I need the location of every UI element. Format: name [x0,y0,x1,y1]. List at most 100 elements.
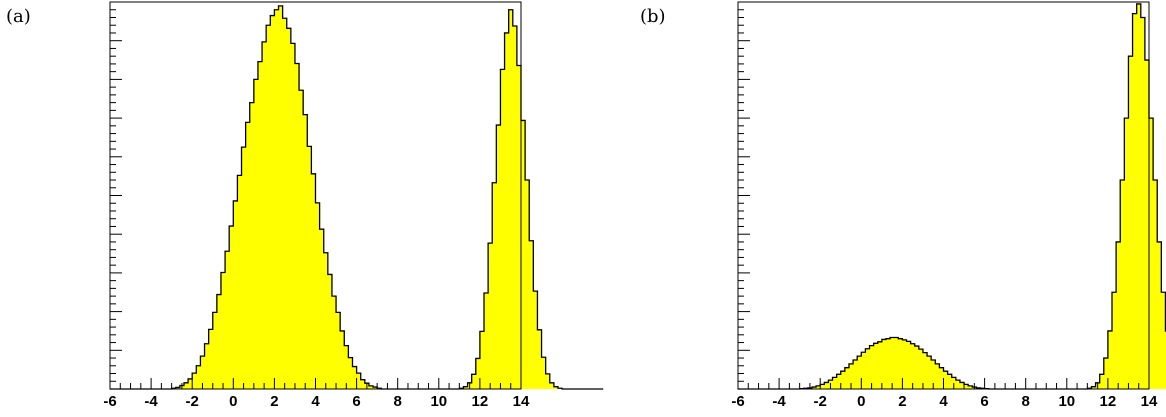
histogram-bin-a-44 [290,43,296,389]
x-tick-label-b-1: -4 [772,393,786,410]
histogram-bin-a-55 [336,312,341,389]
histogram-bin-b-45 [922,352,928,389]
histogram-bin-a-39 [270,15,275,390]
histogram-bin-a-40 [274,9,279,390]
histogram-bin-a-97 [508,9,514,390]
histogram-bin-a-105 [541,357,547,389]
x-tick-label-b-4: 2 [898,393,906,410]
histogram-bin-a-86 [463,386,468,389]
histogram-bin-a-92 [488,243,493,389]
histogram-outline-b [738,3,1166,390]
histogram-panel-b: (b) -6 -4 -2 0 2 4 6 8 10 12 14 [640,1,1166,410]
histogram-bin-a-56 [340,330,345,389]
histogram-bin-b-23 [832,377,838,389]
histogram-bin-b-21 [824,382,829,389]
histogram-bin-a-38 [266,25,271,389]
x-tick-label-b-0: -6 [731,393,744,410]
histogram-bin-a-43 [286,28,292,389]
histogram-bin-a-94 [496,125,501,389]
histogram-bin-b-42 [910,343,916,389]
histogram-bin-b-101 [1153,180,1158,389]
x-tick-label-a-7: 8 [394,393,402,410]
histogram-bin-a-102 [529,240,534,389]
histogram-bin-a-90 [479,331,485,389]
histogram-bin-b-28 [853,359,858,389]
plot-frame-b [737,1,1150,390]
histogram-bin-b-53 [955,380,961,389]
histogram-bin-a-63 [368,385,374,389]
histogram-bin-a-29 [229,226,234,389]
x-tick-label-b-8: 10 [1058,393,1075,410]
histogram-bin-a-107 [549,382,555,389]
histogram-bin-a-28 [225,251,230,389]
x-tick-label-b-3: 0 [857,393,865,410]
histogram-outline-a [110,5,604,390]
histogram-bin-a-64 [373,387,378,389]
histogram-bin-a-95 [500,69,505,389]
histogram-bin-b-29 [857,356,862,389]
histogram-bin-a-42 [282,18,288,389]
histogram-bin-b-56 [968,385,973,389]
histogram-bin-a-34 [249,102,255,390]
histogram-bin-a-54 [331,296,337,389]
histogram-bin-a-36 [257,61,263,389]
histogram-bin-a-91 [484,293,489,389]
x-tick-label-a-1: -4 [144,393,158,410]
histogram-bin-a-23 [204,343,210,389]
x-tick-label-b-5: 4 [939,393,948,410]
histogram-bin-a-41 [278,5,284,390]
histogram-bin-a-33 [245,122,251,390]
histogram-bin-a-61 [360,379,366,389]
histogram-bin-b-41 [906,341,912,389]
histogram-bin-a-93 [492,182,497,389]
histogram-bin-b-99 [1144,60,1150,390]
histogram-bin-b-103 [1161,292,1166,389]
histogram-bin-a-21 [196,365,201,389]
histogram-bin-b-31 [865,348,870,389]
x-tick-label-a-0: -6 [103,393,116,410]
histogram-bin-b-90 [1107,330,1113,389]
histogram-bin-b-36 [885,338,891,389]
histogram-bin-a-59 [352,366,357,389]
histogram-bin-b-25 [840,371,846,389]
histogram-bin-a-108 [553,386,559,389]
histogram-bin-b-43 [914,346,920,389]
histogram-bin-a-20 [192,373,197,389]
x-tick-label-b-9: 12 [1100,393,1117,410]
histogram-bin-b-89 [1103,358,1109,389]
histogram-bin-a-106 [545,373,551,389]
histogram-bin-b-91 [1112,292,1117,389]
x-tick-label-a-3: 0 [229,393,237,410]
histogram-bin-a-32 [241,147,247,390]
histogram-bin-a-24 [208,329,214,389]
histogram-bin-b-96 [1132,13,1138,390]
histogram-bin-a-99 [516,65,522,389]
histogram-bin-b-40 [902,339,907,389]
histogram-bin-b-51 [947,374,953,389]
histogram-bin-b-37 [890,337,895,389]
histogram-bin-b-44 [918,349,924,389]
x-tick-label-a-8: 10 [430,393,447,410]
histogram-bin-a-104 [537,329,542,389]
x-tick-label-a-5: 4 [311,393,320,410]
histogram-bin-b-27 [848,363,854,389]
histogram-bin-b-30 [861,352,866,389]
histogram-bin-a-27 [220,272,226,389]
histogram-bin-b-88 [1099,374,1105,389]
histogram-bin-a-37 [262,41,267,390]
histogram-bin-a-31 [237,175,242,389]
x-tick-label-b-2: -2 [814,393,827,410]
histogram-bin-b-24 [836,374,842,389]
histogram-bin-b-18 [811,387,817,389]
histogram-bin-b-93 [1120,180,1125,389]
histogram-bin-b-92 [1116,241,1121,389]
histogram-bin-a-48 [307,146,312,389]
histogram-bin-a-98 [512,25,518,390]
x-tick-label-b-6: 6 [980,393,988,410]
histogram-bin-a-46 [299,90,304,390]
histogram-bin-b-49 [939,367,944,389]
histogram-bin-b-38 [894,337,899,389]
histogram-bin-a-58 [348,357,353,389]
x-tick-label-a-6: 6 [352,393,360,410]
histogram-bin-b-34 [877,341,883,389]
